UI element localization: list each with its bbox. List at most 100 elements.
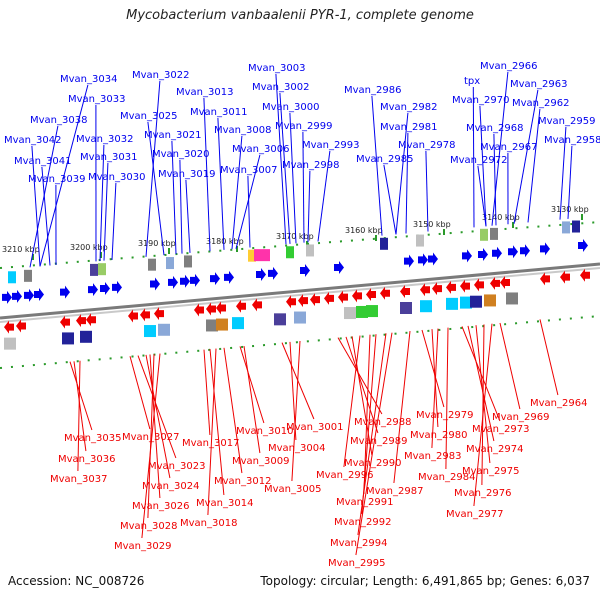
top-gene-label[interactable]: Mvan_3008	[214, 125, 271, 136]
bottom-gene-label[interactable]: Mvan_2988	[354, 417, 411, 428]
bottom-gene-label[interactable]: Mvan_2964	[530, 398, 587, 409]
top-gene-label[interactable]: Mvan_2958	[544, 135, 600, 146]
bottom-gene-label[interactable]: Mvan_3037	[50, 474, 107, 485]
top-gene-label[interactable]: Mvan_3006	[232, 144, 289, 155]
top-gene-label[interactable]: Mvan_2999	[275, 121, 332, 132]
bottom-leader-line	[539, 319, 559, 396]
forward-gene-arrow	[88, 283, 98, 297]
bottom-gene-label[interactable]: Mvan_3026	[132, 501, 189, 512]
bottom-gene-label[interactable]: Mvan_3014	[196, 498, 253, 509]
top-gene-label[interactable]: Mvan_2985	[356, 154, 413, 165]
bottom-gene-label[interactable]: Mvan_3017	[182, 438, 239, 449]
bottom-gene-label[interactable]: Mvan_3023	[148, 461, 205, 472]
bottom-gene-label[interactable]: Mvan_2974	[466, 444, 523, 455]
reverse-gene-arrow	[154, 307, 164, 321]
scale-tick-mark	[100, 252, 102, 258]
top-gene-label[interactable]: Mvan_2978	[398, 140, 455, 151]
bottom-gene-label[interactable]: Mvan_3004	[268, 443, 325, 454]
top-gene-label[interactable]: Mvan_3025	[120, 111, 177, 122]
bottom-gene-label[interactable]: Mvan_3028	[120, 521, 177, 532]
top-leader-line	[559, 126, 567, 220]
bottom-leader-line	[343, 335, 361, 468]
bottom-gene-label[interactable]: Mvan_3027	[122, 432, 179, 443]
bottom-leader-line	[73, 361, 87, 452]
gene-category-box	[90, 263, 98, 276]
reverse-gene-arrow	[128, 309, 138, 323]
bottom-gene-label[interactable]: Mvan_2996	[316, 470, 373, 481]
bottom-gene-label[interactable]: Mvan_2994	[330, 538, 387, 549]
bottom-gene-label[interactable]: Mvan_2987	[366, 486, 423, 497]
bottom-gene-label[interactable]: Mvan_3036	[58, 454, 115, 465]
bottom-gene-label[interactable]: Mvan_3010	[236, 426, 293, 437]
top-gene-label[interactable]: Mvan_3020	[152, 149, 209, 160]
top-gene-label[interactable]: tpx	[464, 76, 480, 87]
top-gene-label[interactable]: Mvan_2967	[480, 142, 537, 153]
bottom-gene-label[interactable]: Mvan_3012	[214, 476, 271, 487]
top-gene-label[interactable]: Mvan_3041	[14, 156, 71, 167]
bottom-gene-label[interactable]: Mvan_2989	[350, 436, 407, 447]
bottom-leader-line	[129, 356, 151, 430]
top-gene-label[interactable]: Mvan_2963	[510, 79, 567, 90]
bottom-gene-label[interactable]: Mvan_2980	[410, 430, 467, 441]
top-gene-label[interactable]: Mvan_3021	[144, 130, 201, 141]
top-gene-label[interactable]: Mvan_3013	[176, 87, 233, 98]
top-gene-label[interactable]: Mvan_3022	[132, 70, 189, 81]
bottom-gene-label[interactable]: Mvan_2979	[416, 410, 473, 421]
bottom-gene-label[interactable]: Mvan_2976	[454, 488, 511, 499]
bottom-gene-label[interactable]: Mvan_2984	[418, 472, 475, 483]
bottom-gene-label[interactable]: Mvan_3005	[264, 484, 321, 495]
top-gene-label[interactable]: Mvan_3032	[76, 134, 133, 145]
top-gene-label[interactable]: Mvan_2993	[302, 140, 359, 151]
top-gene-label[interactable]: Mvan_2982	[380, 102, 437, 113]
top-gene-label[interactable]: Mvan_2959	[538, 116, 595, 127]
bottom-gene-label[interactable]: Mvan_2975	[462, 466, 519, 477]
gene-category-box	[24, 269, 32, 282]
bottom-gene-label[interactable]: Mvan_2991	[336, 497, 393, 508]
top-gene-label[interactable]: Mvan_3038	[30, 115, 87, 126]
top-gene-label[interactable]: Mvan_3031	[80, 152, 137, 163]
bottom-gene-label[interactable]: Mvan_2977	[446, 509, 503, 520]
top-gene-label[interactable]: Mvan_3002	[252, 82, 309, 93]
top-gene-label[interactable]: Mvan_3042	[4, 135, 61, 146]
bottom-gene-label[interactable]: Mvan_2990	[344, 458, 401, 469]
forward-gene-arrow	[404, 254, 414, 268]
top-gene-label[interactable]: Mvan_3007	[220, 165, 277, 176]
reverse-gene-arrow	[194, 303, 204, 317]
bottom-gene-label[interactable]: Mvan_3035	[64, 433, 121, 444]
top-gene-label[interactable]: Mvan_3011	[190, 107, 247, 118]
top-gene-label[interactable]: Mvan_3003	[248, 63, 305, 74]
forward-gene-arrow	[60, 285, 70, 299]
bottom-gene-label[interactable]: Mvan_3018	[180, 518, 237, 529]
top-gene-label[interactable]: Mvan_2981	[380, 122, 437, 133]
bottom-gene-label[interactable]: Mvan_3029	[114, 541, 171, 552]
scale-tick-label: 3130 kbp	[551, 205, 589, 214]
bottom-gene-label[interactable]: Mvan_3001	[286, 422, 343, 433]
bottom-gene-label[interactable]: Mvan_2969	[492, 412, 549, 423]
top-gene-label[interactable]: Mvan_3030	[88, 172, 145, 183]
top-gene-label[interactable]: Mvan_3019	[158, 169, 215, 180]
top-gene-label[interactable]: Mvan_2970	[452, 95, 509, 106]
scale-tick-label: 3210 kbp	[2, 245, 40, 254]
bottom-gene-label[interactable]: Mvan_3009	[232, 456, 289, 467]
top-gene-label[interactable]: Mvan_3039	[28, 174, 85, 185]
top-gene-label[interactable]: Mvan_3000	[262, 102, 319, 113]
bottom-gene-label[interactable]: Mvan_2995	[328, 558, 385, 569]
top-gene-label[interactable]: Mvan_2986	[344, 85, 401, 96]
bottom-gene-label[interactable]: Mvan_2973	[472, 424, 529, 435]
bottom-gene-label[interactable]: Mvan_3024	[142, 481, 199, 492]
top-gene-label[interactable]: Mvan_3033	[68, 94, 125, 105]
top-gene-label[interactable]: Mvan_2972	[450, 155, 507, 166]
bottom-leader-line	[351, 336, 373, 456]
top-gene-label[interactable]: Mvan_3034	[60, 74, 117, 85]
bottom-gene-label[interactable]: Mvan_2992	[334, 517, 391, 528]
gene-category-box	[286, 246, 294, 259]
bottom-gene-label[interactable]: Mvan_2983	[404, 451, 461, 462]
gene-category-box	[98, 263, 106, 276]
scale-tick-mark	[236, 246, 238, 252]
top-gene-label[interactable]: Mvan_2962	[512, 98, 569, 109]
top-gene-label[interactable]: Mvan_2968	[466, 123, 523, 134]
bottom-leader-line	[69, 361, 93, 431]
top-gene-label[interactable]: Mvan_2966	[480, 61, 537, 72]
top-gene-label[interactable]: Mvan_2998	[282, 160, 339, 171]
